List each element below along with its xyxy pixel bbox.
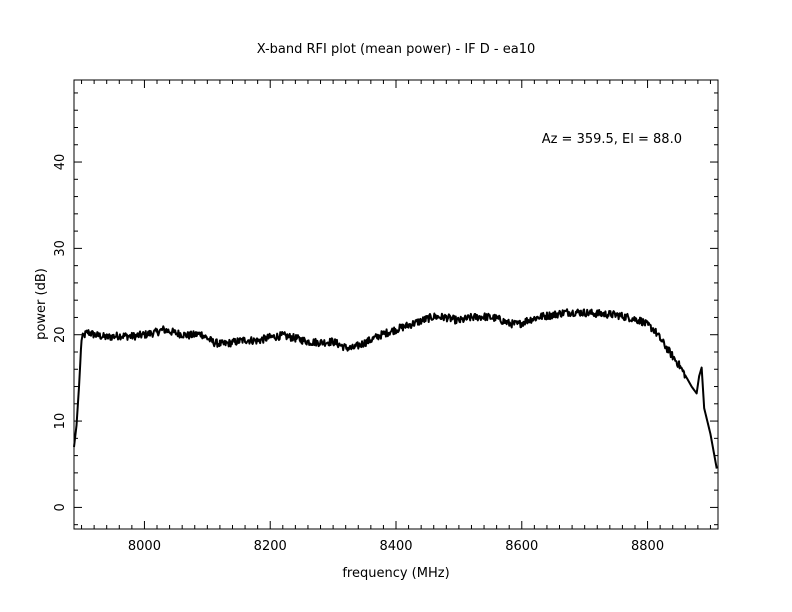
az-el-annotation: Az = 359.5, El = 88.0 <box>542 132 682 147</box>
minor-ticks <box>74 80 718 529</box>
y-axis-label: power (dB) <box>34 268 49 340</box>
chart-title: X-band RFI plot (mean power) - IF D - ea… <box>257 42 536 57</box>
x-tick-label: 8200 <box>254 539 287 554</box>
y-tick-label: 40 <box>53 154 68 171</box>
x-tick-label: 8400 <box>379 539 412 554</box>
x-tick-label: 8800 <box>631 539 664 554</box>
y-tick-label: 30 <box>53 240 68 257</box>
y-tick-label: 0 <box>53 503 68 511</box>
x-tick-label: 8600 <box>505 539 538 554</box>
series-layer <box>73 308 718 469</box>
x-axis-ticks: 8000 8200 8400 8600 8800 <box>128 80 664 554</box>
power-series-line <box>73 308 718 469</box>
x-axis-label: frequency (MHz) <box>342 566 449 581</box>
y-tick-label: 20 <box>53 326 68 343</box>
y-axis-ticks: 0 10 20 30 40 <box>53 154 718 512</box>
x-tick-label: 8000 <box>128 539 161 554</box>
y-tick-label: 10 <box>53 413 68 430</box>
